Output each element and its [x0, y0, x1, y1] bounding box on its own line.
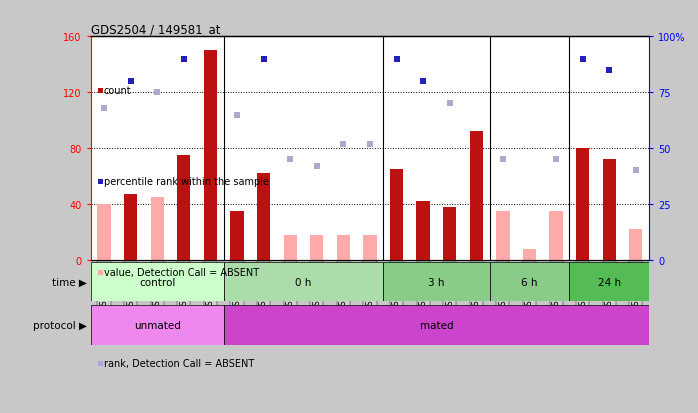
Bar — [257, 174, 270, 260]
Text: 0 h: 0 h — [295, 277, 311, 287]
Point — [470, 23, 482, 29]
Point — [444, 101, 455, 107]
Point — [338, 141, 349, 147]
Bar — [177, 156, 191, 260]
Bar — [629, 230, 642, 260]
Text: time ▶: time ▶ — [52, 277, 87, 287]
Bar — [98, 270, 103, 275]
Point — [604, 67, 615, 74]
Text: 24 h: 24 h — [597, 277, 621, 287]
Bar — [383, 262, 489, 301]
Point — [630, 168, 641, 174]
Bar — [98, 179, 103, 184]
Bar — [98, 204, 111, 260]
Bar — [470, 132, 483, 260]
Point — [497, 157, 508, 163]
Point — [98, 105, 110, 112]
Point — [151, 90, 163, 96]
Bar — [151, 197, 164, 260]
Text: unmated: unmated — [134, 320, 181, 330]
Text: mated: mated — [419, 320, 453, 330]
Bar — [336, 235, 350, 260]
Point — [285, 157, 296, 163]
Point — [577, 56, 588, 63]
Point — [178, 56, 189, 63]
Bar — [98, 361, 103, 366]
Text: control: control — [139, 277, 175, 287]
Point — [232, 112, 243, 119]
Bar — [310, 235, 323, 260]
Point — [125, 78, 136, 85]
Bar — [443, 207, 456, 260]
Bar — [91, 262, 223, 301]
Bar — [204, 51, 217, 260]
Point — [311, 163, 322, 170]
Bar — [230, 211, 244, 260]
Bar — [223, 262, 383, 301]
Bar — [417, 202, 430, 260]
Text: GDS2504 / 149581_at: GDS2504 / 149581_at — [91, 23, 221, 36]
Bar — [283, 235, 297, 260]
Bar — [124, 195, 138, 260]
Text: 3 h: 3 h — [428, 277, 445, 287]
Bar — [363, 235, 377, 260]
Text: count: count — [103, 86, 131, 96]
Text: percentile rank within the sample: percentile rank within the sample — [103, 177, 269, 187]
Bar — [223, 306, 649, 345]
Point — [364, 141, 376, 147]
Point — [551, 157, 562, 163]
Bar — [523, 249, 536, 260]
Bar — [549, 211, 563, 260]
Point — [417, 78, 429, 85]
Bar — [489, 262, 570, 301]
Text: rank, Detection Call = ABSENT: rank, Detection Call = ABSENT — [103, 358, 254, 368]
Bar — [91, 306, 223, 345]
Bar — [576, 149, 589, 260]
Bar — [390, 170, 403, 260]
Bar — [496, 211, 510, 260]
Text: value, Detection Call = ABSENT: value, Detection Call = ABSENT — [103, 268, 259, 278]
Text: protocol ▶: protocol ▶ — [34, 320, 87, 330]
Bar — [602, 160, 616, 260]
Point — [258, 56, 269, 63]
Bar — [98, 88, 103, 93]
Text: 6 h: 6 h — [521, 277, 537, 287]
Point — [391, 56, 402, 63]
Bar — [570, 262, 649, 301]
